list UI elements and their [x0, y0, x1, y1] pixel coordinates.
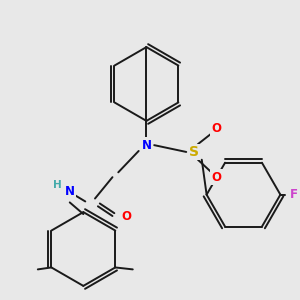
- Text: H: H: [53, 180, 62, 190]
- Text: O: O: [211, 122, 221, 135]
- Text: N: N: [141, 139, 152, 152]
- Text: O: O: [211, 171, 221, 184]
- Text: N: N: [65, 185, 75, 198]
- Text: F: F: [290, 188, 298, 201]
- Text: S: S: [189, 145, 199, 159]
- Text: O: O: [121, 209, 131, 223]
